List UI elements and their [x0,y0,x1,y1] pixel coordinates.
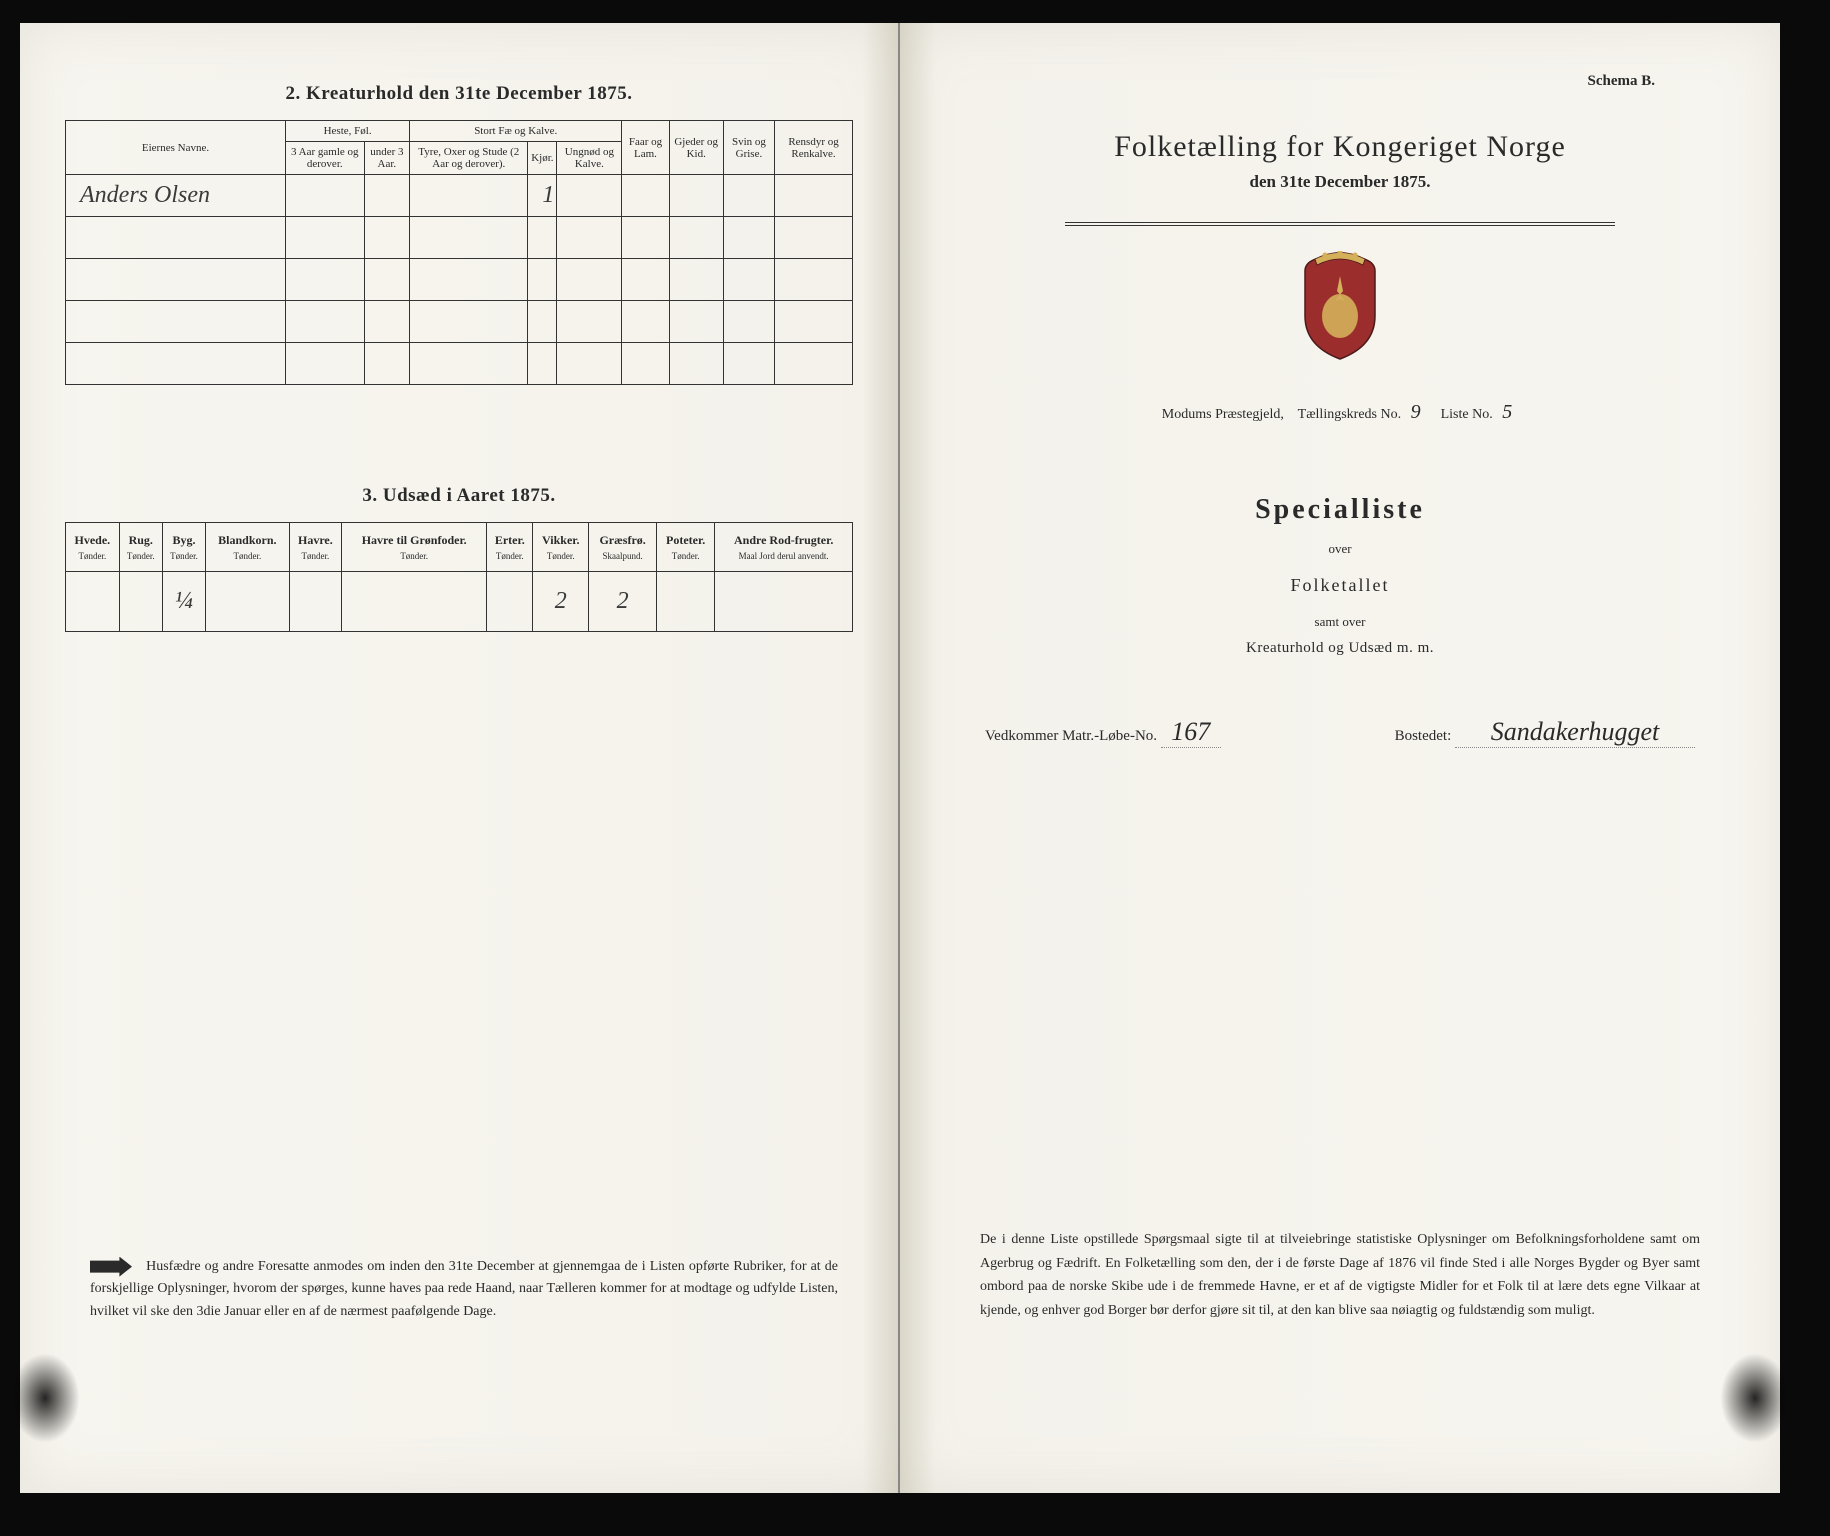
seed-cell [342,572,487,632]
table-row [66,217,853,259]
right-page: Schema B. Folketælling for Kongeriget No… [900,23,1780,1493]
kreds-label: Tællingskreds No. [1298,407,1401,422]
col-heste-b: under 3 Aar. [364,142,410,175]
matr-value: 167 [1161,717,1221,748]
matr-label: Vedkommer Matr.-Løbe-No. [985,728,1157,744]
seed-col-header: Andre Rod-frugter.Maal Jord derul anvend… [715,523,853,572]
specialliste-title: Specialliste [945,494,1735,526]
seed-cell: 2 [533,572,589,632]
col-group-stort: Stort Fæ og Kalve. [410,121,622,142]
cell [775,175,853,217]
cell [723,175,774,217]
folketallet-label: Folketallet [945,575,1735,596]
cell [286,175,365,217]
main-subtitle: den 31te December 1875. [945,172,1735,192]
owner-name: Anders Olsen [66,175,286,217]
thumb-shadow [10,1353,80,1443]
liste-label: Liste No. [1441,407,1493,422]
footer-text: Husfædre og andre Foresatte anmodes om i… [90,1259,838,1319]
seed-cell: 2 [589,572,657,632]
section3-title: 3. Udsæd i Aaret 1875. [65,485,853,507]
meta-line: Modums Præstegjeld, Tællingskreds No. 9 … [945,401,1735,424]
cell [622,175,669,217]
prestegjeld: Modums Præstegjeld, [1162,407,1284,422]
table-row [66,259,853,301]
seed-cell [715,572,853,632]
vedkommer-line: Vedkommer Matr.-Løbe-No. 167 Bostedet: S… [985,717,1695,748]
col-gjeder: Gjeder og Kid. [669,121,723,175]
book-spread: 2. Kreaturhold den 31te December 1875. E… [20,23,1810,1513]
col-stort-a: Tyre, Oxer og Stude (2 Aar og derover). [410,142,528,175]
cell [364,175,410,217]
kreatur-label: Kreaturhold og Udsæd m. m. [945,640,1735,657]
cell [669,175,723,217]
thumb-shadow [1720,1353,1790,1443]
table-row [66,343,853,385]
over-label: over [945,541,1735,557]
seed-cell [119,572,162,632]
schema-label: Schema B. [945,73,1735,90]
right-footer-text: De i denne Liste opstillede Spørgsmaal s… [980,1228,1700,1323]
col-owner: Eiernes Navne. [66,121,286,175]
livestock-table: Eiernes Navne. Heste, Føl. Stort Fæ og K… [65,120,853,385]
seed-cell [66,572,120,632]
col-heste-a: 3 Aar gamle og derover. [286,142,365,175]
cell [557,175,622,217]
liste-value: 5 [1496,401,1518,423]
coat-of-arms-icon [1295,251,1385,361]
left-footer-note: Husfædre og andre Foresatte anmodes om i… [90,1256,838,1323]
seed-cell [206,572,290,632]
seed-table: Hvede.Tønder.Rug.Tønder.Byg.Tønder.Bland… [65,522,853,632]
left-page: 2. Kreaturhold den 31te December 1875. E… [20,23,900,1493]
bosted-label: Bostedet: [1395,728,1452,744]
cell-kjor: 1 [528,175,557,217]
main-title: Folketælling for Kongeriget Norge [945,130,1735,164]
seed-col-header: Blandkorn.Tønder. [206,523,290,572]
seed-col-header: Havre til Grønfoder.Tønder. [342,523,487,572]
col-stort-c: Ungnød og Kalve. [557,142,622,175]
cell [410,175,528,217]
table-row: Anders Olsen 1 [66,175,853,217]
pointer-hand-icon [90,1257,132,1277]
section2-title: 2. Kreaturhold den 31te December 1875. [65,83,853,105]
seed-col-header: Rug.Tønder. [119,523,162,572]
seed-col-header: Byg.Tønder. [162,523,205,572]
seed-cell [289,572,341,632]
col-rensdyr: Rensdyr og Renkalve. [775,121,853,175]
kreds-value: 9 [1405,401,1427,423]
samt-over-label: samt over [945,614,1735,630]
col-group-heste: Heste, Føl. [286,121,410,142]
seed-col-header: Erter.Tønder. [487,523,533,572]
seed-col-header: Vikker.Tønder. [533,523,589,572]
col-stort-b: Kjør. [528,142,557,175]
seed-cell: ¼ [162,572,205,632]
seed-col-header: Poteter.Tønder. [656,523,714,572]
col-faar: Faar og Lam. [622,121,669,175]
table-row [66,301,853,343]
seed-cell [487,572,533,632]
seed-cell [656,572,714,632]
table-row: ¼ 22 [66,572,853,632]
divider [1065,222,1615,226]
col-svin: Svin og Grise. [723,121,774,175]
seed-col-header: Græsfrø.Skaalpund. [589,523,657,572]
seed-col-header: Havre.Tønder. [289,523,341,572]
bosted-value: Sandakerhugget [1455,717,1695,748]
seed-col-header: Hvede.Tønder. [66,523,120,572]
